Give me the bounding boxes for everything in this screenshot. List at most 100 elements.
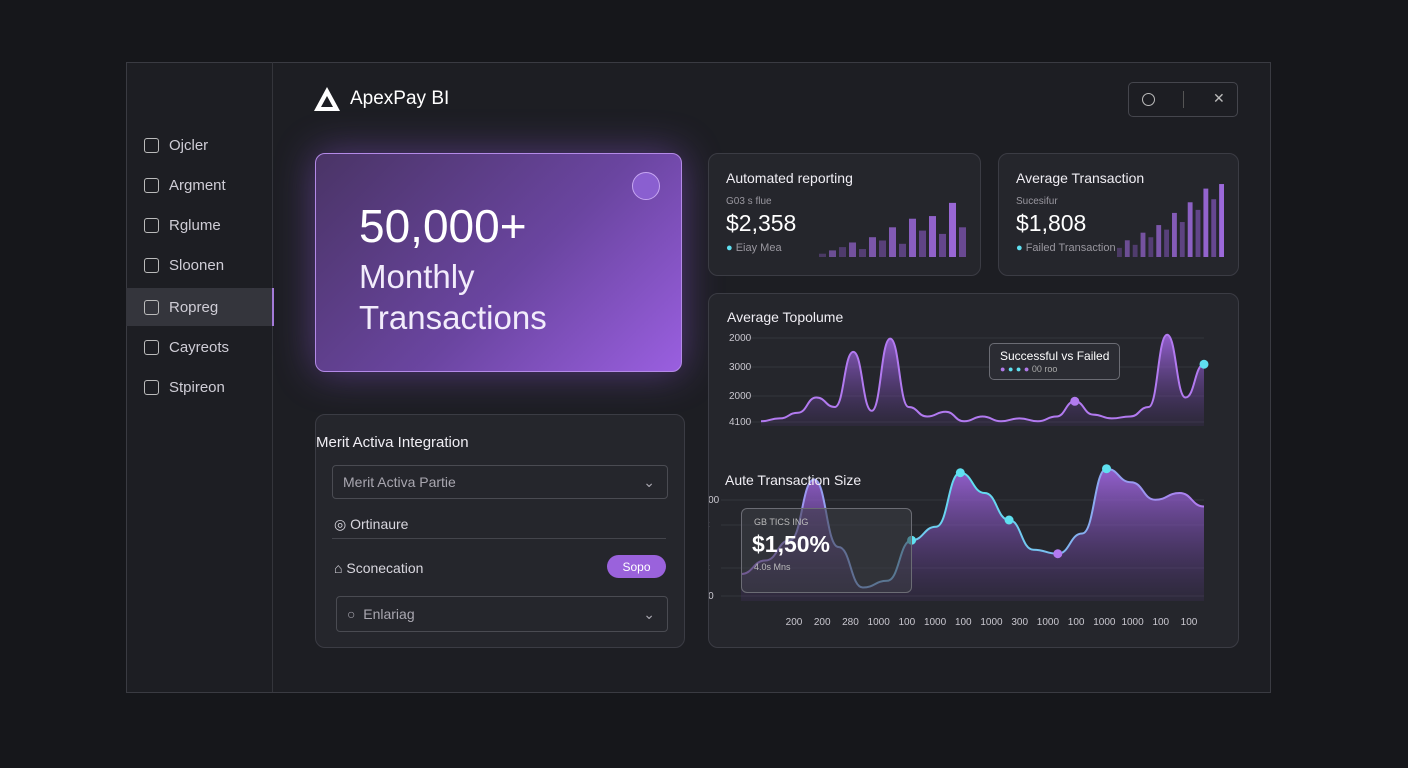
x-tick-label: 100 xyxy=(1068,617,1085,628)
window-controls: ✕ xyxy=(1128,82,1238,117)
tooltip: Successful vs Failed ● ● ● ● 00 roo xyxy=(989,343,1120,380)
nav-item[interactable]: Rglume xyxy=(126,206,272,244)
sidebar: Ojcler Argment Rglume Sloonen Ropreg Cayreots… xyxy=(126,62,274,692)
y-tick-label: 3000 xyxy=(729,362,752,373)
mini-bar-chart xyxy=(1117,184,1224,257)
toggle-button[interactable]: Sopo xyxy=(607,555,666,578)
bar xyxy=(869,237,876,257)
legend-dot: ● xyxy=(726,242,736,254)
row-text: Ortinaure xyxy=(350,516,409,532)
divider xyxy=(332,538,666,539)
bar xyxy=(1203,188,1209,257)
bar xyxy=(1211,199,1217,257)
row-label: ⌂ Sconecation xyxy=(334,560,424,576)
x-tick-label: 1000 xyxy=(924,617,947,628)
bar xyxy=(919,230,926,257)
card-legend: ● Eiay Mea xyxy=(726,242,782,254)
refresh-button[interactable] xyxy=(1142,93,1155,106)
nav-label: Cayreots xyxy=(169,338,230,356)
x-tick-label: 1000 xyxy=(868,617,891,628)
nav-label: Ojcler xyxy=(169,136,209,154)
hero-line: Transactions xyxy=(359,299,547,336)
bar xyxy=(1124,240,1130,257)
nav-label: Stpireon xyxy=(169,378,225,396)
bar xyxy=(959,227,966,257)
nav-item[interactable]: Ropreg xyxy=(126,288,274,326)
bar xyxy=(1132,244,1138,257)
nav-item[interactable]: Argment xyxy=(126,166,272,204)
x-tick-label: 100 xyxy=(955,617,972,628)
card-title: Average Transaction xyxy=(1016,170,1145,186)
line xyxy=(740,467,1205,589)
x-tick-label: 1000 xyxy=(1121,617,1144,628)
marker xyxy=(955,468,965,478)
x-tick-label: 200 xyxy=(786,617,803,628)
bar xyxy=(839,247,846,257)
marker xyxy=(1199,359,1209,369)
dropdown-text: Merit Activa Partie xyxy=(343,474,456,490)
callout: GB TICS ING $1,50% 4.0s Mns xyxy=(741,508,912,593)
dropdown[interactable]: ○ Enlariag ⌄ xyxy=(336,596,668,632)
nav-item[interactable]: Sloonen xyxy=(126,246,272,284)
x-tick-label: 280 xyxy=(842,617,859,628)
bar xyxy=(889,227,896,257)
callout-sub: 4.0s Mns xyxy=(754,562,791,572)
hero-value: 50,000+ xyxy=(359,200,527,252)
x-tick-label: 1000 xyxy=(980,617,1003,628)
x-tick-label: 300 xyxy=(1011,617,1028,628)
dropdown-text: Enlariag xyxy=(363,606,415,622)
nav-label: Sloonen xyxy=(169,256,225,274)
tooltip-sub: ● ● ● ● 00 roo xyxy=(1000,364,1058,374)
nav-item[interactable]: Stpireon xyxy=(126,368,272,406)
y-tick-label: 1C xyxy=(709,563,710,574)
x-tick-label: 1000 xyxy=(1037,617,1060,628)
nav-item[interactable]: Ojcler xyxy=(126,126,272,164)
hero-line: Monthly xyxy=(359,258,475,295)
legend-dot: ● xyxy=(1016,242,1026,254)
hero-card: 50,000+ Monthly Transactions xyxy=(315,153,682,372)
metric-card: Average Transaction Sucesifur $1,808 ● Fail… xyxy=(998,153,1239,276)
callout-value: $1,50% xyxy=(752,531,831,557)
nav-icon xyxy=(144,257,159,273)
bar xyxy=(1156,225,1162,257)
x-tick-label: 100 xyxy=(1152,617,1169,628)
marker xyxy=(1070,396,1080,406)
bar xyxy=(909,218,916,257)
card-title: Automated reporting xyxy=(726,170,853,186)
chart-panel: 200030002000410010004C1C0002002002801000… xyxy=(708,293,1239,648)
marker xyxy=(1053,549,1063,559)
close-button[interactable]: ✕ xyxy=(1213,90,1225,106)
bar xyxy=(1187,202,1193,257)
card-caption: Sucesifur xyxy=(1016,196,1058,207)
bar xyxy=(849,242,856,257)
y-tick-label: 4C xyxy=(709,520,710,531)
dropdown[interactable]: Merit Activa Partie ⌄ xyxy=(332,465,668,499)
hero-icon[interactable] xyxy=(632,172,660,200)
y-tick-label: 2000 xyxy=(729,391,752,402)
mini-bar-chart xyxy=(819,202,966,257)
card-value: $2,358 xyxy=(726,210,797,236)
nav-icon xyxy=(144,339,159,355)
bar xyxy=(1219,184,1224,257)
bar xyxy=(819,253,826,257)
area xyxy=(761,334,1204,426)
y-tick-label: 000 xyxy=(709,591,714,602)
marker xyxy=(1102,464,1112,474)
bar xyxy=(1172,212,1177,257)
legend-text: Eiay Mea xyxy=(735,242,782,254)
nav-item[interactable]: Cayreots xyxy=(126,328,272,366)
nav-label: Rglume xyxy=(169,216,221,234)
brand-logo xyxy=(314,87,340,111)
bar xyxy=(949,202,956,257)
chart-title: Aute Transaction Size xyxy=(725,472,862,488)
panel-title: Merit Activa Integration xyxy=(316,434,469,451)
y-tick-label: 1000 xyxy=(709,495,720,506)
brand-name: ApexPay BI xyxy=(350,88,450,109)
tooltip-title: Successful vs Failed xyxy=(1000,349,1110,363)
bar xyxy=(1140,232,1146,257)
tooltip-sub-text: 00 roo xyxy=(1031,364,1058,374)
bar xyxy=(939,233,946,257)
x-tick-label: 100 xyxy=(1181,617,1198,628)
bar xyxy=(879,240,886,257)
